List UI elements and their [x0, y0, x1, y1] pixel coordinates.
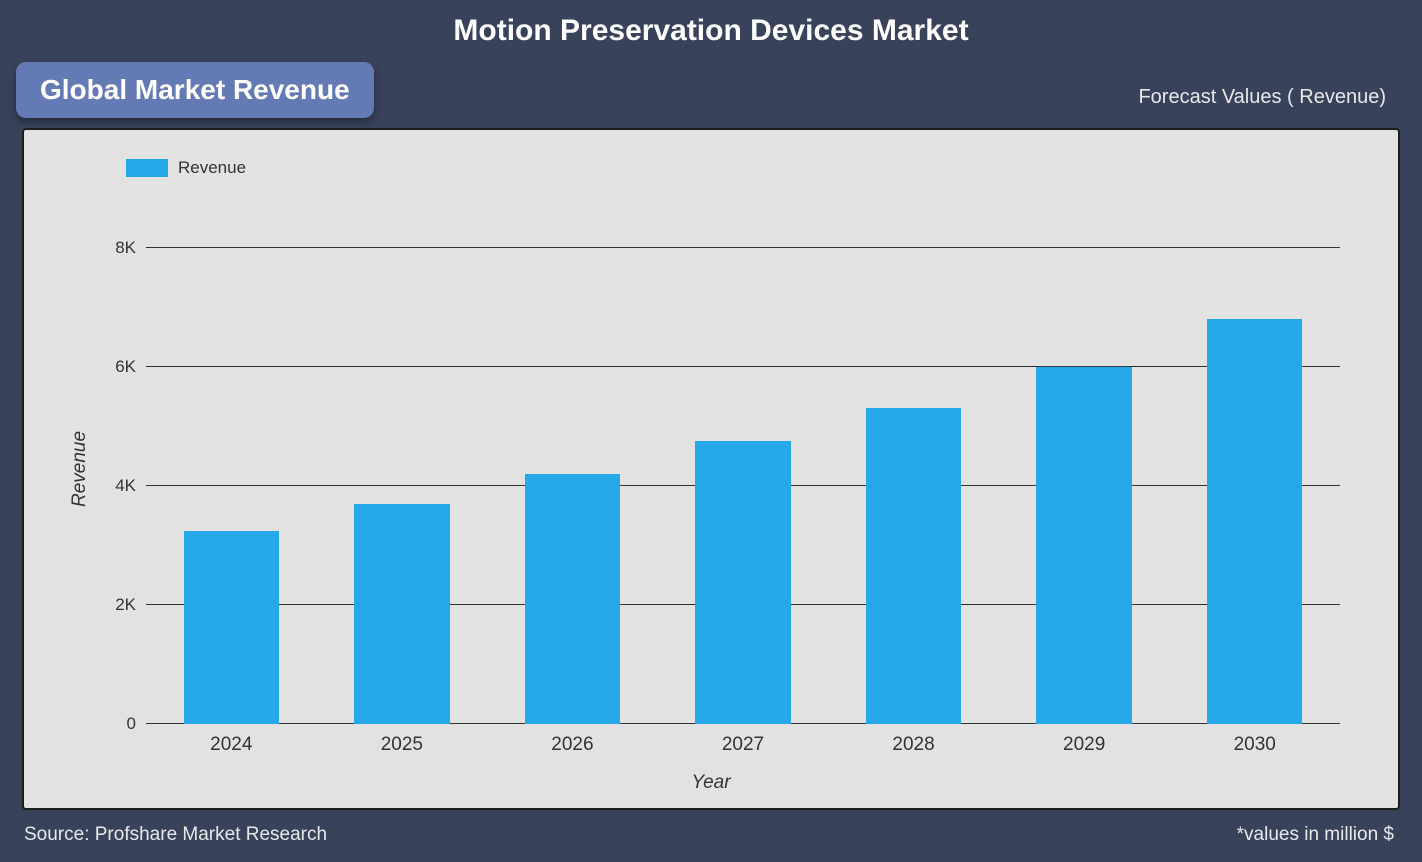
gridline [146, 247, 1340, 248]
y-axis-label: Revenue [69, 431, 91, 507]
bar [866, 408, 962, 724]
x-tick-label: 2024 [210, 734, 252, 756]
footer-source: Source: Profshare Market Research [24, 824, 327, 846]
market-revenue-badge: Global Market Revenue [16, 62, 374, 118]
bar [695, 441, 791, 724]
legend-label: Revenue [178, 158, 246, 178]
x-tick-label: 2027 [722, 734, 764, 756]
forecast-values-label: Forecast Values ( Revenue) [1138, 86, 1386, 109]
x-tick-label: 2030 [1234, 734, 1276, 756]
y-tick-label: 6K [115, 357, 136, 377]
y-tick-label: 2K [115, 595, 136, 615]
x-tick-label: 2029 [1063, 734, 1105, 756]
footer-units: *values in million $ [1237, 824, 1394, 846]
page-title: Motion Preservation Devices Market [0, 0, 1422, 48]
y-tick-label: 4K [115, 476, 136, 496]
bar [1207, 319, 1303, 724]
gridline [146, 366, 1340, 367]
legend: Revenue [126, 158, 246, 178]
x-tick-label: 2025 [381, 734, 423, 756]
plot-area: 02K4K6K8K2024202520262027202820292030 [146, 212, 1340, 724]
y-tick-label: 0 [127, 714, 136, 734]
bar [1036, 367, 1132, 724]
bar [354, 504, 450, 724]
bar [525, 474, 621, 724]
bar [184, 531, 280, 724]
chart-container: Revenue Revenue 02K4K6K8K202420252026202… [22, 128, 1400, 810]
y-tick-label: 8K [115, 238, 136, 258]
x-tick-label: 2026 [551, 734, 593, 756]
legend-swatch [126, 159, 168, 177]
x-axis-label: Year [691, 772, 730, 794]
x-tick-label: 2028 [892, 734, 934, 756]
